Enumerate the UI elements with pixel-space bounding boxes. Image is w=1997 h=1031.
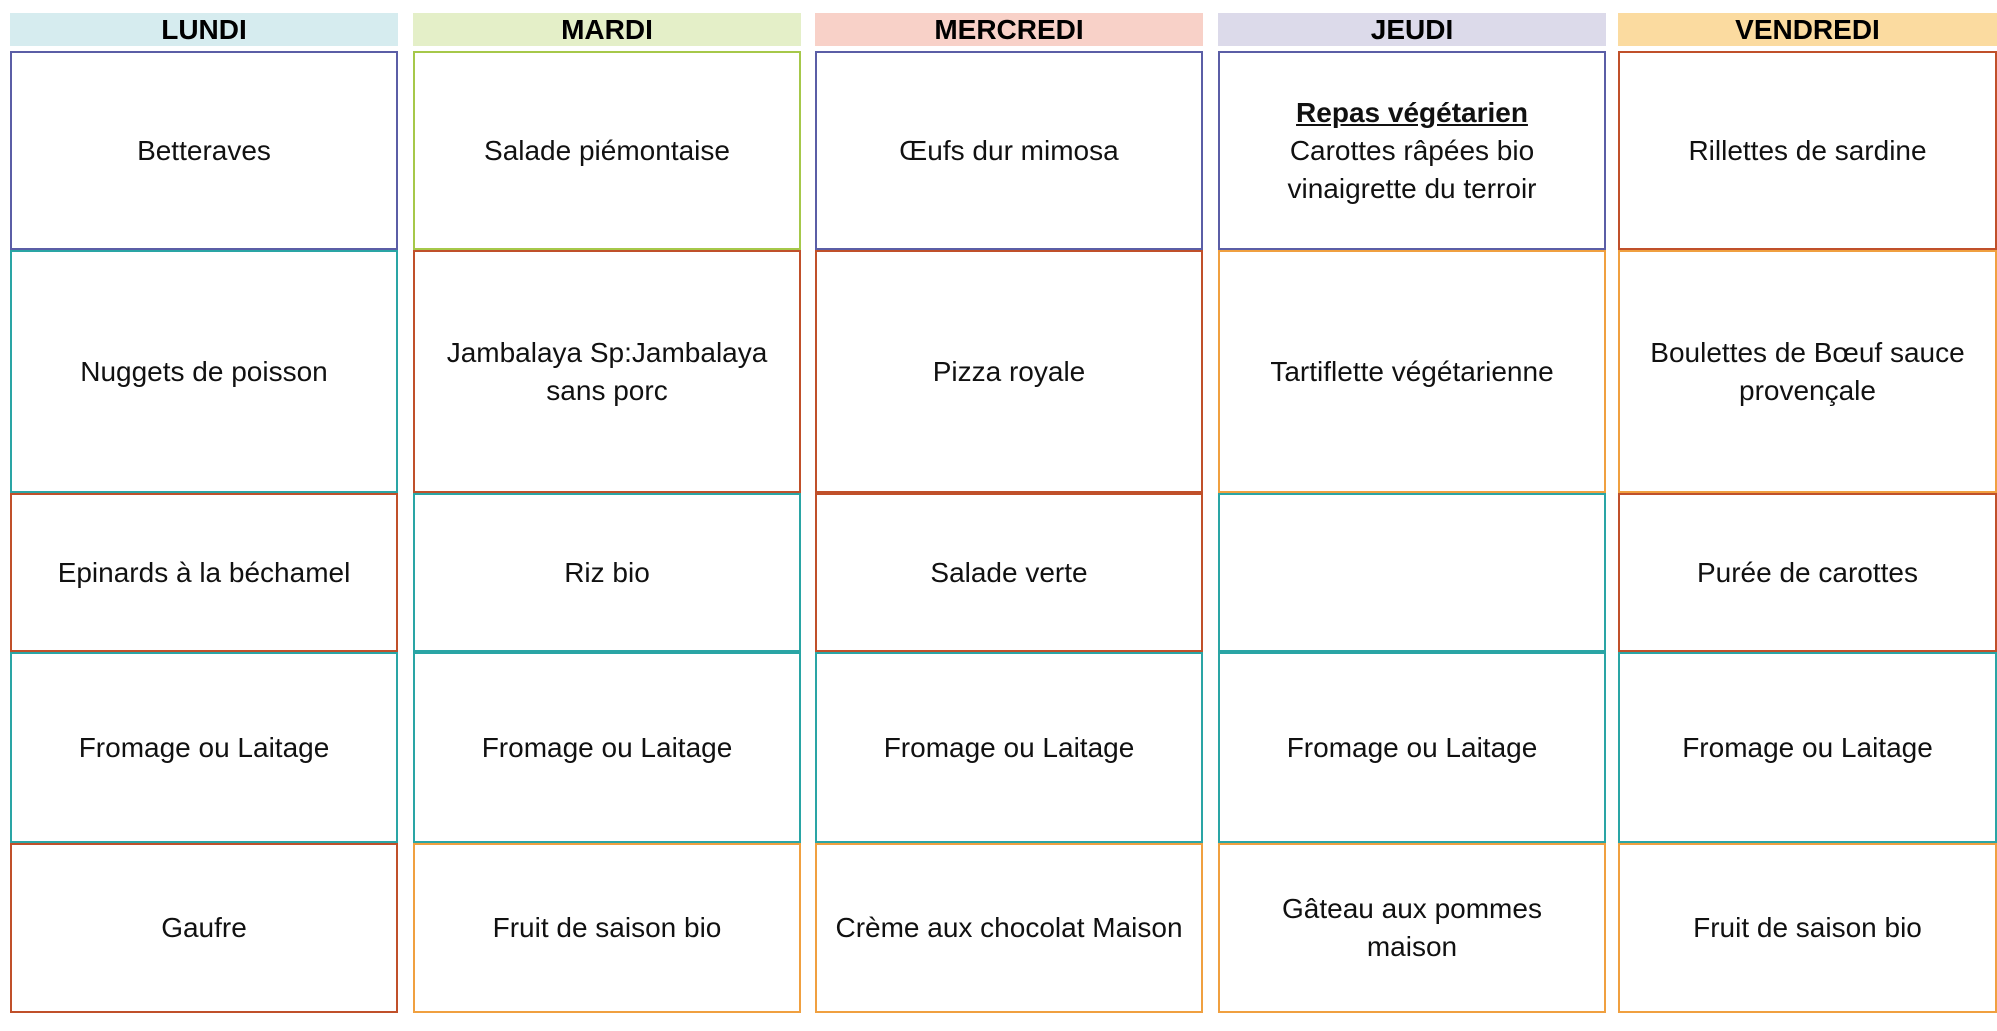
menu-item: Crème aux chocolat Maison [835, 912, 1183, 943]
menu-cell: Repas végétarien Carottes râpées bio vina… [1218, 51, 1606, 250]
menu-badge: Repas végétarien [1296, 96, 1528, 128]
menu-cell: Crème aux chocolat Maison [815, 843, 1203, 1013]
menu-item: Carottes râpées bio vinaigrette du terro… [1287, 134, 1537, 204]
menu-item: Gâteau aux pommes maison [1282, 893, 1542, 962]
day-header: MARDI [413, 13, 801, 46]
day-header: VENDREDI [1618, 13, 1997, 46]
menu-item: Epinards à la béchamel [57, 556, 351, 588]
menu-cell: Pizza royale [815, 250, 1203, 493]
menu-cell: Fromage ou Laitage [1218, 652, 1606, 843]
menu-cell: Fruit de saison bio [413, 843, 801, 1013]
menu-cell: Gaufre [10, 843, 398, 1013]
menu-item: Œufs dur mimosa [899, 134, 1119, 166]
menu-cell: Tartiflette végétarienne [1218, 250, 1606, 493]
menu-item: Boulettes de Bœuf sauce provençale [1650, 336, 1965, 406]
menu-cell: Salade piémontaise [413, 51, 801, 250]
menu-item: Gaufre [161, 912, 247, 943]
menu-cell: Nuggets de poisson [10, 250, 398, 493]
menu-cell: Fruit de saison bio [1618, 843, 1997, 1013]
menu-item: Fruit de saison bio [492, 912, 722, 943]
menu-item: Nuggets de poisson [80, 355, 328, 387]
menu-item: Fromage ou Laitage [1286, 731, 1538, 763]
menu-cell: Riz bio [413, 493, 801, 652]
menu-cell: Fromage ou Laitage [815, 652, 1203, 843]
menu-item: Fromage ou Laitage [1682, 731, 1933, 763]
menu-item: Jambalaya Sp:Jambalaya sans porc [446, 336, 768, 406]
menu-cell: Gâteau aux pommes maison [1218, 843, 1606, 1013]
menu-cell: Fromage ou Laitage [10, 652, 398, 843]
menu-cell [1218, 493, 1606, 652]
menu-item: Purée de carottes [1696, 556, 1919, 588]
menu-item: Salade verte [930, 556, 1088, 588]
menu-item: Fromage ou Laitage [78, 731, 330, 763]
menu-cell: Purée de carottes [1618, 493, 1997, 652]
menu-cell: Œufs dur mimosa [815, 51, 1203, 250]
menu-cell: Jambalaya Sp:Jambalaya sans porc [413, 250, 801, 493]
menu-cell: Boulettes de Bœuf sauce provençale [1618, 250, 1997, 493]
day-header: LUNDI [10, 13, 398, 46]
menu-cell: Rillettes de sardine [1618, 51, 1997, 250]
menu-item: Pizza royale [932, 355, 1086, 387]
menu-item: Fromage ou Laitage [481, 731, 733, 763]
menu-item: Riz bio [564, 556, 650, 588]
menu-cell: Betteraves [10, 51, 398, 250]
menu-cell: Salade verte [815, 493, 1203, 652]
day-header: MERCREDI [815, 13, 1203, 46]
day-header: JEUDI [1218, 13, 1606, 46]
menu-item: Tartiflette végétarienne [1270, 355, 1554, 387]
menu-item: Betteraves [137, 134, 271, 166]
menu-item: Fromage ou Laitage [883, 731, 1135, 763]
menu-item: Rillettes de sardine [1688, 134, 1927, 166]
menu-cell: Epinards à la béchamel [10, 493, 398, 652]
menu-item: Fruit de saison bio [1693, 912, 1922, 943]
menu-cell: Fromage ou Laitage [413, 652, 801, 843]
menu-item: Salade piémontaise [484, 134, 730, 166]
menu-cell: Fromage ou Laitage [1618, 652, 1997, 843]
